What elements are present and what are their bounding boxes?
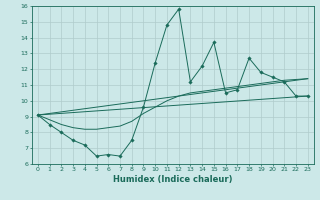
- X-axis label: Humidex (Indice chaleur): Humidex (Indice chaleur): [113, 175, 233, 184]
